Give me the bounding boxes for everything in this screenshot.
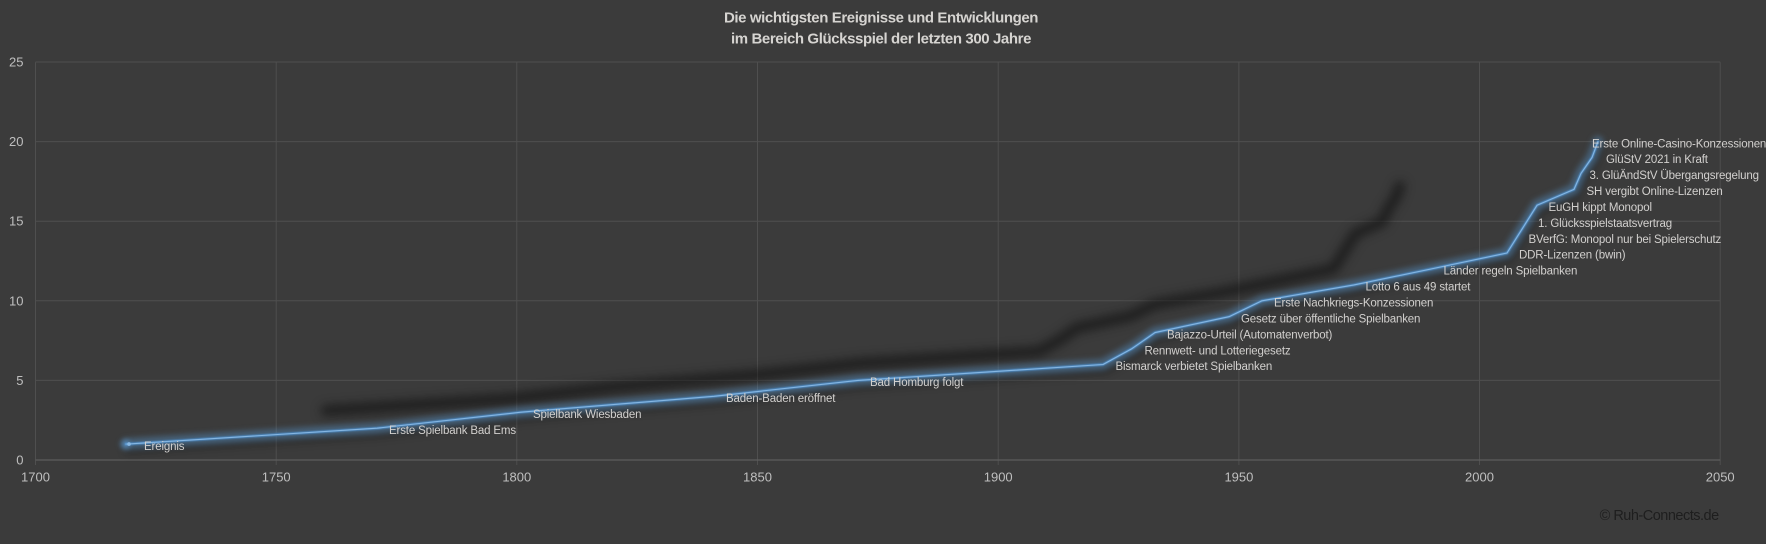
svg-text:1800: 1800 [502, 470, 531, 485]
svg-text:Erste Spielbank Bad Ems: Erste Spielbank Bad Ems [389, 425, 516, 437]
svg-text:Erste Nachkriegs-Konzessionen: Erste Nachkriegs-Konzessionen [1274, 298, 1433, 310]
svg-text:Spielbank Wiesbaden: Spielbank Wiesbaden [533, 409, 641, 421]
svg-text:3. GlüÄndStV Übergangsregelung: 3. GlüÄndStV Übergangsregelung [1590, 170, 1759, 182]
svg-text:1750: 1750 [262, 470, 291, 485]
svg-text:Rennwett- und Lotteriegesetz: Rennwett- und Lotteriegesetz [1145, 345, 1291, 357]
svg-text:Gesetz über öffentliche Spielb: Gesetz über öffentliche Spielbanken [1241, 313, 1420, 325]
svg-text:EuGH kippt Monopol: EuGH kippt Monopol [1549, 202, 1652, 214]
svg-text:© Ruh-Connects.de: © Ruh-Connects.de [1600, 508, 1719, 524]
svg-text:Bismarck verbietet Spielbanken: Bismarck verbietet Spielbanken [1116, 361, 1273, 373]
svg-text:5: 5 [16, 373, 23, 388]
svg-text:Bad Homburg folgt: Bad Homburg folgt [870, 377, 964, 389]
svg-text:20: 20 [9, 134, 23, 149]
svg-text:Bajazzo-Urteil (Automatenverbo: Bajazzo-Urteil (Automatenverbot) [1167, 329, 1333, 341]
svg-text:1. Glücksspielstaatsvertrag: 1. Glücksspielstaatsvertrag [1538, 218, 1672, 230]
svg-text:im Bereich Glücksspiel der let: im Bereich Glücksspiel der letzten 300 J… [731, 31, 1031, 48]
svg-text:1700: 1700 [21, 470, 50, 485]
svg-text:2050: 2050 [1706, 470, 1735, 485]
svg-text:DDR-Lizenzen (bwin): DDR-Lizenzen (bwin) [1519, 250, 1626, 262]
svg-text:BVerfG: Monopol nur bei Spiele: BVerfG: Monopol nur bei Spielerschutz [1529, 234, 1722, 246]
svg-text:Baden-Baden eröffnet: Baden-Baden eröffnet [726, 393, 836, 405]
svg-text:2000: 2000 [1465, 470, 1494, 485]
svg-text:1850: 1850 [743, 470, 772, 485]
svg-text:15: 15 [9, 214, 23, 229]
svg-text:Erste Online-Casino-Konzession: Erste Online-Casino-Konzessionen [1592, 138, 1766, 150]
svg-text:GlüStV 2021 in Kraft: GlüStV 2021 in Kraft [1606, 154, 1709, 166]
svg-text:1950: 1950 [1224, 470, 1253, 485]
svg-text:25: 25 [9, 55, 23, 70]
svg-text:Die wichtigsten Ereignisse und: Die wichtigsten Ereignisse und Entwicklu… [724, 10, 1038, 27]
svg-text:SH vergibt Online-Lizenzen: SH vergibt Online-Lizenzen [1587, 186, 1723, 198]
svg-text:Länder regeln Spielbanken: Länder regeln Spielbanken [1444, 266, 1578, 278]
svg-text:Ereignis: Ereignis [144, 441, 185, 453]
svg-text:0: 0 [16, 453, 23, 468]
svg-text:Lotto 6 aus 49 startet: Lotto 6 aus 49 startet [1366, 282, 1472, 294]
svg-text:1900: 1900 [984, 470, 1013, 485]
svg-text:10: 10 [9, 293, 23, 308]
